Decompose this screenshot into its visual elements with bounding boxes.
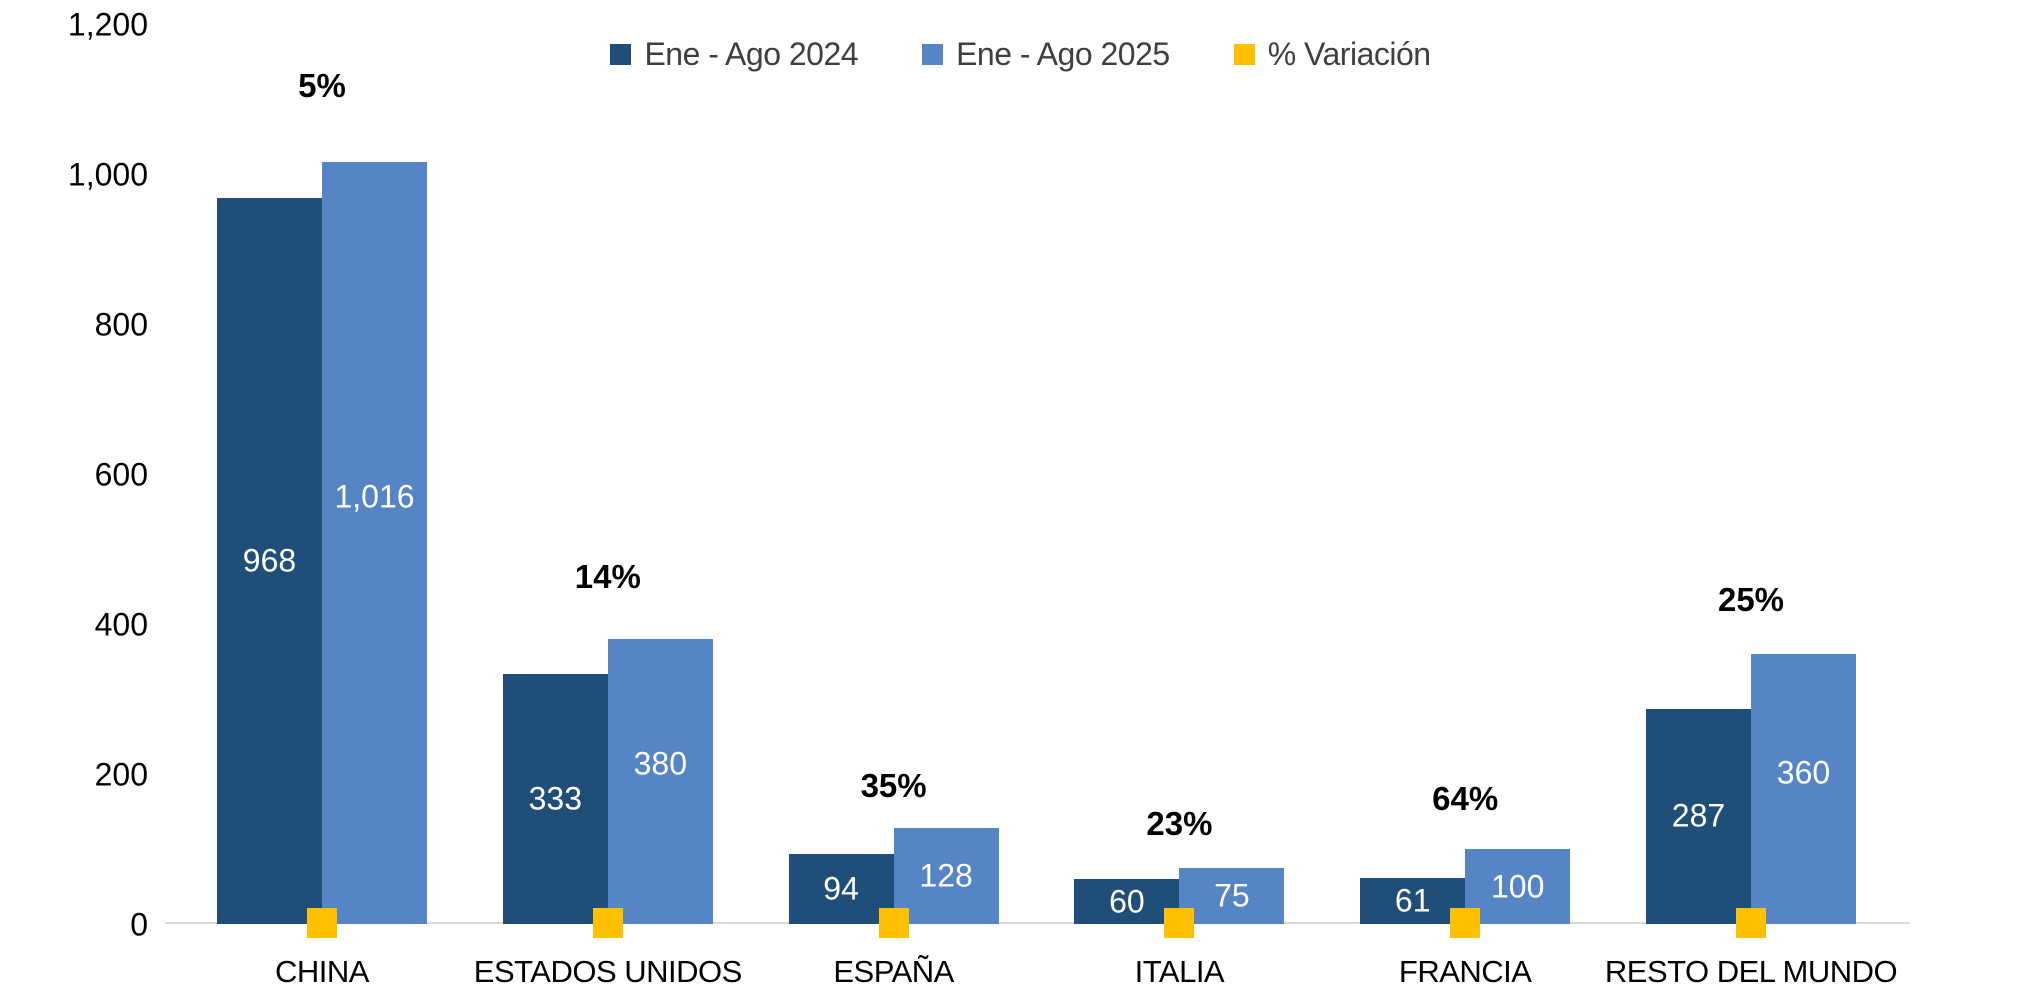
bar-2025: [1751, 654, 1856, 924]
legend-label: Ene - Ago 2025: [956, 36, 1170, 72]
bar-2024: [788, 853, 894, 924]
bar-value-label-2025: 75: [1214, 877, 1250, 914]
variation-pct-label: 14%: [574, 558, 641, 595]
category-label: ESPAÑA: [833, 954, 954, 989]
category-label: RESTO DEL MUNDO: [1604, 954, 1898, 989]
y-axis-tick-label: 0: [130, 906, 148, 943]
x-axis-line: [165, 922, 1910, 924]
bar-value-label-2025: 1,016: [334, 478, 415, 515]
variation-marker-icon: [1736, 908, 1766, 938]
variation-pct-label: 23%: [1146, 804, 1213, 842]
y-axis-tick-label: 800: [94, 306, 148, 343]
legend-item: % Variación: [1233, 36, 1431, 73]
bar-2024: [1074, 879, 1180, 924]
variation-pct-label: 25%: [1717, 581, 1785, 618]
bar-value-label-2024: 287: [1671, 797, 1726, 834]
y-axis-tick-label: 1,000: [67, 156, 148, 193]
bar-2025: [1179, 867, 1285, 924]
bar-value-label-2025: 128: [919, 857, 973, 894]
bar-2024: [502, 674, 608, 924]
legend-swatch-icon: [922, 44, 944, 65]
bar-2024: [1646, 708, 1751, 924]
legend-item: Ene - Ago 2024: [610, 36, 859, 73]
category-label: ESTADOS UNIDOS: [473, 954, 743, 989]
bar-2024: [1360, 878, 1466, 924]
bar-value-label-2024: 968: [242, 542, 297, 579]
y-axis-tick-label: 1,200: [67, 6, 148, 43]
category-label: FRANCIA: [1398, 954, 1532, 989]
variation-marker-icon: [1164, 908, 1195, 938]
bar-value-label-2025: 360: [1776, 754, 1831, 791]
bar-value-label-2024: 333: [528, 780, 582, 817]
bar-value-label-2025: 380: [633, 745, 687, 782]
bar-value-label-2024: 94: [823, 870, 859, 907]
bar-value-label-2024: 60: [1109, 883, 1145, 919]
bar-2025: [322, 162, 427, 924]
bar-2025: [1465, 849, 1571, 924]
legend-swatch-icon: [1233, 44, 1255, 65]
legend-label: Ene - Ago 2024: [644, 36, 859, 72]
variation-marker-icon: [1450, 908, 1481, 938]
category-label: ITALIA: [1134, 954, 1225, 989]
bar-value-label-2025: 100: [1490, 868, 1545, 904]
legend-item: Ene - Ago 2025: [922, 36, 1170, 73]
bar-2025: [893, 828, 999, 924]
y-axis-tick-label: 600: [94, 456, 148, 493]
bar-2024: [217, 198, 322, 924]
bar-2025: [607, 639, 713, 924]
variation-pct-label: 35%: [860, 767, 927, 804]
y-axis-tick-label: 200: [94, 756, 148, 793]
y-axis-tick-label: 400: [94, 606, 148, 643]
bar-value-label-2024: 61: [1394, 882, 1431, 919]
variation-marker-icon: [307, 908, 337, 938]
variation-pct-label: 5%: [298, 67, 346, 104]
legend-swatch-icon: [610, 44, 632, 65]
variation-marker-icon: [878, 908, 909, 938]
variation-marker-icon: [592, 908, 623, 938]
legend-label: % Variación: [1267, 36, 1431, 72]
category-label: CHINA: [275, 954, 369, 989]
variation-pct-label: 64%: [1432, 780, 1499, 817]
